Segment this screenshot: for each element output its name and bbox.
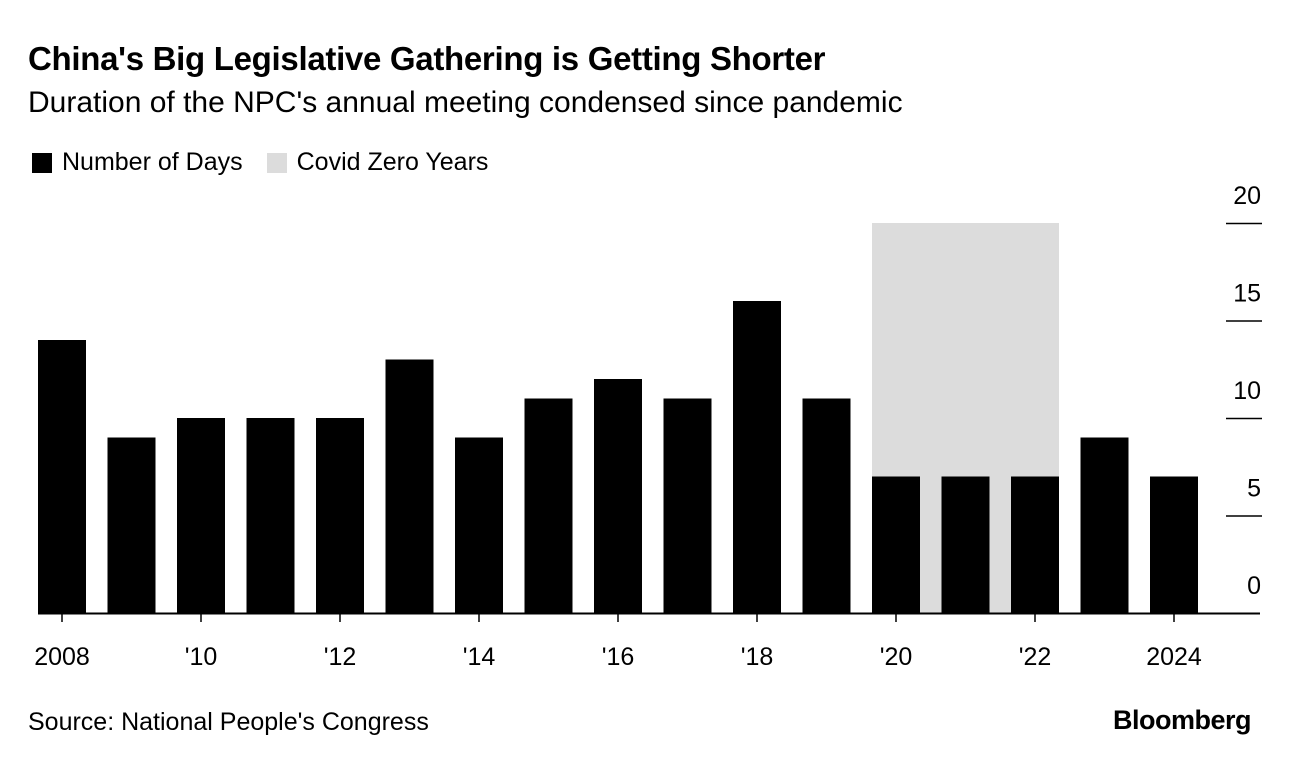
- x-tick-label-2008: 2008: [34, 643, 90, 671]
- y-tick-label-20: 20: [1233, 182, 1261, 210]
- legend-label-covid: Covid Zero Years: [296, 148, 489, 176]
- bar-2012: [316, 418, 364, 613]
- bar-2013: [385, 359, 434, 613]
- x-tick-label-2020: '20: [880, 643, 913, 671]
- bar-2021: [941, 476, 990, 613]
- y-tick-label-0: 0: [1247, 572, 1261, 600]
- bar-2018: [733, 301, 781, 613]
- source-note: Source: National People's Congress: [28, 708, 429, 736]
- legend-swatch-days: [32, 152, 52, 173]
- bar-2019: [802, 398, 851, 613]
- bar-2014: [455, 437, 503, 613]
- bar-2016: [594, 379, 642, 613]
- bar-2020: [872, 476, 920, 613]
- y-tick-label-5: 5: [1247, 475, 1261, 503]
- y-tick-label-15: 15: [1233, 280, 1261, 308]
- legend-item-covid: Covid Zero Years: [266, 148, 489, 177]
- y-tick-label-10: 10: [1233, 377, 1261, 405]
- legend-item-days: Number of Days: [32, 148, 243, 177]
- x-tick-label-2016: '16: [602, 643, 635, 671]
- legend-label-days: Number of Days: [62, 148, 243, 176]
- x-tick-label-2012: '12: [324, 643, 357, 671]
- bar-2009: [107, 437, 156, 613]
- bar-2010: [177, 418, 225, 613]
- x-tick-label-2014: '14: [463, 643, 496, 671]
- bar-2022: [1011, 476, 1059, 613]
- bar-2015: [524, 398, 573, 613]
- bar-2008: [38, 340, 86, 613]
- chart-title: China's Big Legislative Gathering is Get…: [28, 40, 826, 77]
- x-tick-label-2022: '22: [1019, 643, 1052, 671]
- x-tick-label-2018: '18: [741, 643, 774, 671]
- legend: Number of Days Covid Zero Years: [32, 148, 512, 177]
- x-tick-label-2010: '10: [185, 643, 218, 671]
- chart-subtitle: Duration of the NPC's annual meeting con…: [28, 86, 903, 119]
- legend-swatch-covid: [266, 152, 287, 173]
- x-tick-label-2024: 2024: [1146, 643, 1202, 671]
- bar-2011: [246, 418, 295, 613]
- bloomberg-logo: Bloomberg: [1112, 705, 1252, 735]
- bar-2023: [1080, 437, 1129, 613]
- bar-2024: [1150, 476, 1198, 613]
- bar-2017: [663, 398, 712, 613]
